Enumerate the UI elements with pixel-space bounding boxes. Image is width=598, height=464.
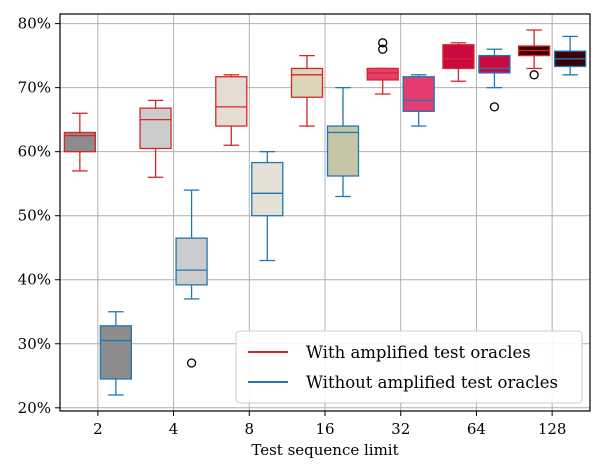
box-body — [402, 76, 435, 112]
box — [215, 74, 248, 146]
box-body — [478, 54, 511, 74]
box-body — [175, 237, 208, 286]
y-tick-label: 30% — [18, 335, 51, 353]
series-group — [63, 29, 551, 178]
y-tick-label: 40% — [18, 271, 51, 289]
box-body — [99, 325, 133, 380]
y-tick-label: 60% — [18, 143, 51, 161]
box-series — [63, 29, 587, 396]
box — [553, 35, 587, 76]
outlier-point — [378, 38, 388, 48]
box-body — [442, 44, 475, 70]
box-body — [366, 67, 399, 81]
box — [517, 29, 551, 80]
box — [63, 112, 97, 172]
legend: With amplified test oracles Without ampli… — [235, 330, 583, 404]
outlier-point — [489, 102, 500, 112]
x-tick-label: 128 — [538, 420, 567, 438]
box-body — [215, 76, 248, 127]
box — [251, 151, 284, 262]
legend-label: With amplified test oracles — [306, 343, 531, 362]
legend-label: Without amplified test oracles — [306, 373, 558, 392]
legend-box — [235, 330, 583, 404]
box — [402, 74, 435, 127]
y-tick-label: 50% — [18, 207, 51, 225]
x-axis-label: Test sequence limit — [251, 441, 398, 459]
x-tick-label: 2 — [93, 420, 103, 438]
x-tick-label: 8 — [245, 420, 255, 438]
y-tick-label: 80% — [18, 15, 51, 33]
box — [478, 48, 511, 112]
box — [442, 42, 475, 82]
box-body — [251, 161, 284, 217]
x-tick-label: 32 — [391, 420, 410, 438]
y-tick-label: 20% — [18, 399, 51, 417]
x-tick-label: 16 — [315, 420, 334, 438]
box — [290, 54, 324, 127]
x-tick-label: 4 — [169, 420, 179, 438]
box-body — [63, 131, 97, 153]
box — [139, 99, 172, 178]
axis-ticks: 20% 30% 40% 50% 60% 70% 80% 2 4 8 16 32 64 128 — [18, 15, 567, 438]
box-body — [326, 125, 360, 177]
box-body — [139, 107, 172, 150]
outlier-point — [186, 358, 197, 368]
outlier-point — [378, 44, 388, 54]
box — [326, 86, 360, 198]
x-tick-label: 64 — [467, 420, 486, 438]
outlier-point — [529, 70, 539, 80]
box — [366, 38, 399, 95]
box — [99, 311, 133, 396]
box — [175, 189, 208, 368]
box-body — [290, 67, 324, 98]
y-tick-label: 70% — [18, 79, 51, 97]
series-group — [99, 35, 587, 396]
